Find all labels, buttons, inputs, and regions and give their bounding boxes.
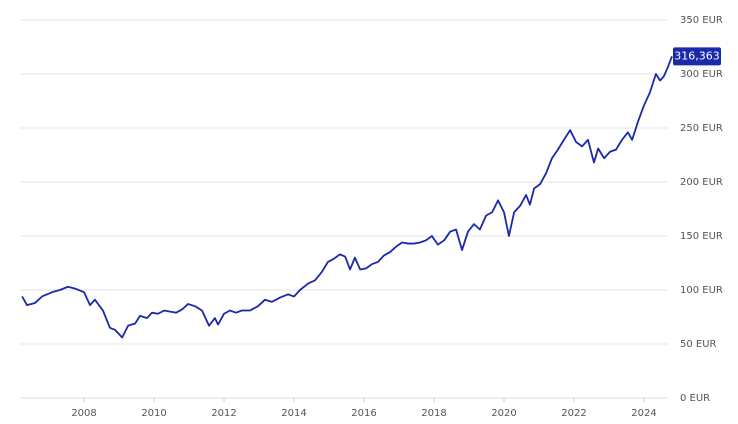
x-tick-label: 2022 [561, 408, 586, 419]
y-tick-label: 150 EUR [680, 231, 723, 242]
value-label: 316,363 [674, 49, 720, 62]
y-tick-label: 300 EUR [680, 69, 723, 80]
x-tick-label: 2012 [211, 408, 236, 419]
y-tick-label: 200 EUR [680, 177, 723, 188]
line [21, 56, 673, 339]
y-tick-label: 100 EUR [680, 285, 723, 296]
y-tick-label: 0 EUR [680, 393, 710, 404]
x-tick-label: 2020 [491, 408, 516, 419]
x-tick-label: 2024 [631, 408, 656, 419]
value-badge: 316,363 [673, 47, 721, 66]
y-tick-label: 50 EUR [680, 339, 717, 350]
x-tick-label: 2008 [71, 408, 96, 419]
y-tick-label: 250 EUR [680, 123, 723, 134]
y-tick-label: 350 EUR [680, 15, 723, 26]
x-tick-label: 2014 [281, 408, 306, 419]
x-tick-label: 2018 [421, 408, 446, 419]
x-tick-label: 2016 [351, 408, 376, 419]
value-badge-box [673, 47, 721, 66]
x-tick-label: 2010 [141, 408, 166, 419]
